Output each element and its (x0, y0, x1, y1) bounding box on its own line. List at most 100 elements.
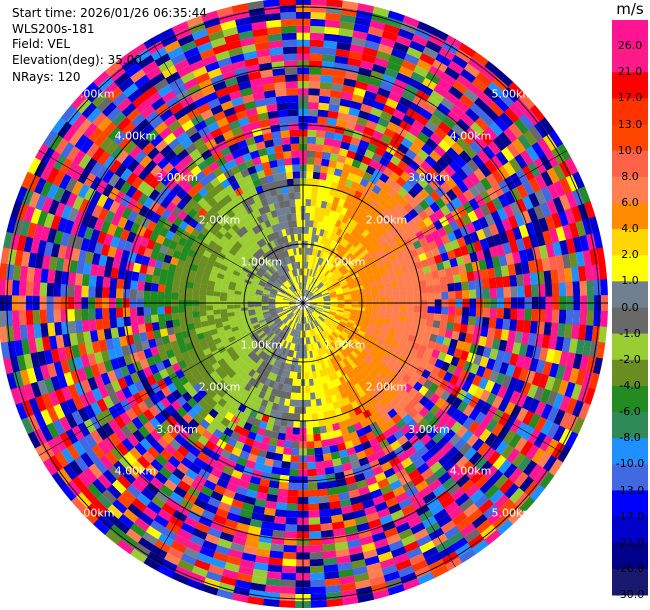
velocity-gate (365, 120, 378, 131)
velocity-gate (383, 281, 392, 288)
velocity-gate (110, 235, 121, 248)
velocity-gate (267, 444, 277, 453)
velocity-gate (40, 180, 53, 197)
velocity-gate (126, 362, 137, 375)
velocity-gate (99, 454, 114, 470)
velocity-gate (369, 227, 379, 237)
velocity-gate (295, 322, 299, 330)
velocity-gate (34, 177, 47, 195)
velocity-gate (332, 234, 340, 243)
velocity-gate (381, 412, 392, 424)
velocity-gate (475, 228, 487, 241)
velocity-gate (220, 449, 232, 460)
velocity-gate (263, 314, 271, 319)
velocity-gate (517, 285, 525, 298)
velocity-gate (542, 134, 558, 152)
velocity-gate (489, 121, 504, 137)
velocity-gate (476, 149, 491, 165)
velocity-gate (474, 316, 483, 327)
velocity-gate (67, 308, 75, 322)
velocity-gate (88, 318, 97, 332)
velocity-gate (303, 323, 306, 331)
velocity-gate (397, 28, 415, 41)
velocity-gate (209, 328, 219, 336)
velocity-gate (451, 123, 466, 138)
velocity-gate (289, 304, 297, 308)
velocity-gate (382, 104, 396, 116)
velocity-gate (234, 346, 243, 354)
velocity-gate (467, 172, 481, 186)
velocity-gate (231, 273, 240, 280)
velocity-gate (208, 434, 220, 445)
velocity-gate (83, 365, 94, 380)
velocity-gate (67, 207, 80, 223)
velocity-gate (347, 489, 361, 499)
velocity-gate (309, 579, 326, 588)
velocity-gate (26, 266, 36, 282)
velocity-gate (342, 433, 352, 443)
velocity-gate (375, 417, 386, 428)
velocity-gate (149, 519, 166, 534)
velocity-gate (80, 237, 91, 252)
velocity-gate (500, 146, 515, 163)
velocity-gate (505, 340, 515, 354)
velocity-gate (306, 247, 311, 255)
velocity-gate (350, 257, 359, 266)
velocity-gate (482, 288, 491, 299)
velocity-gate (308, 306, 315, 312)
velocity-gate (316, 130, 326, 139)
velocity-gate (548, 335, 558, 351)
velocity-gate (224, 271, 233, 278)
velocity-gate (290, 297, 297, 301)
velocity-gate (572, 310, 581, 326)
velocity-gate (261, 295, 269, 299)
velocity-gate (120, 344, 131, 357)
velocity-gate (174, 243, 185, 253)
velocity-gate (329, 293, 337, 297)
velocity-gate (295, 392, 301, 401)
velocity-gate (480, 268, 489, 280)
velocity-gate (54, 451, 69, 468)
velocity-gate (296, 323, 300, 331)
velocity-gate (180, 522, 196, 535)
velocity-gate (510, 308, 518, 321)
velocity-gate (298, 309, 302, 317)
velocity-gate (485, 200, 498, 214)
velocity-gate (433, 313, 442, 322)
velocity-gate (353, 23, 370, 34)
velocity-gate (362, 548, 378, 560)
velocity-gate (291, 336, 295, 344)
velocity-gate (40, 268, 49, 283)
velocity-gate (262, 309, 270, 313)
velocity-gate (129, 371, 141, 384)
velocity-gate (381, 30, 399, 42)
velocity-gate (272, 522, 286, 532)
velocity-gate (475, 519, 493, 535)
velocity-gate (445, 189, 458, 202)
velocity-gate (323, 187, 331, 196)
velocity-gate (366, 453, 378, 464)
velocity-gate (262, 514, 275, 523)
velocity-gate (553, 180, 566, 198)
velocity-gate (389, 275, 398, 283)
velocity-gate (15, 185, 28, 204)
velocity-gate (109, 317, 118, 329)
velocity-gate (295, 351, 300, 359)
velocity-gate (369, 319, 378, 325)
velocity-gate (268, 303, 276, 306)
velocity-gate (558, 395, 571, 413)
velocity-gate (130, 315, 139, 326)
velocity-gate (337, 399, 346, 408)
velocity-gate (308, 284, 313, 291)
velocity-gate (417, 273, 426, 282)
velocity-gate (535, 232, 546, 247)
velocity-gate (322, 293, 330, 298)
velocity-gate (173, 485, 188, 499)
velocity-gate (534, 258, 544, 273)
velocity-gate (402, 271, 411, 279)
velocity-gate (201, 539, 218, 552)
velocity-gate (331, 422, 341, 432)
velocity-gate (397, 408, 408, 420)
velocity-gate (306, 427, 314, 435)
velocity-gate (307, 276, 311, 284)
